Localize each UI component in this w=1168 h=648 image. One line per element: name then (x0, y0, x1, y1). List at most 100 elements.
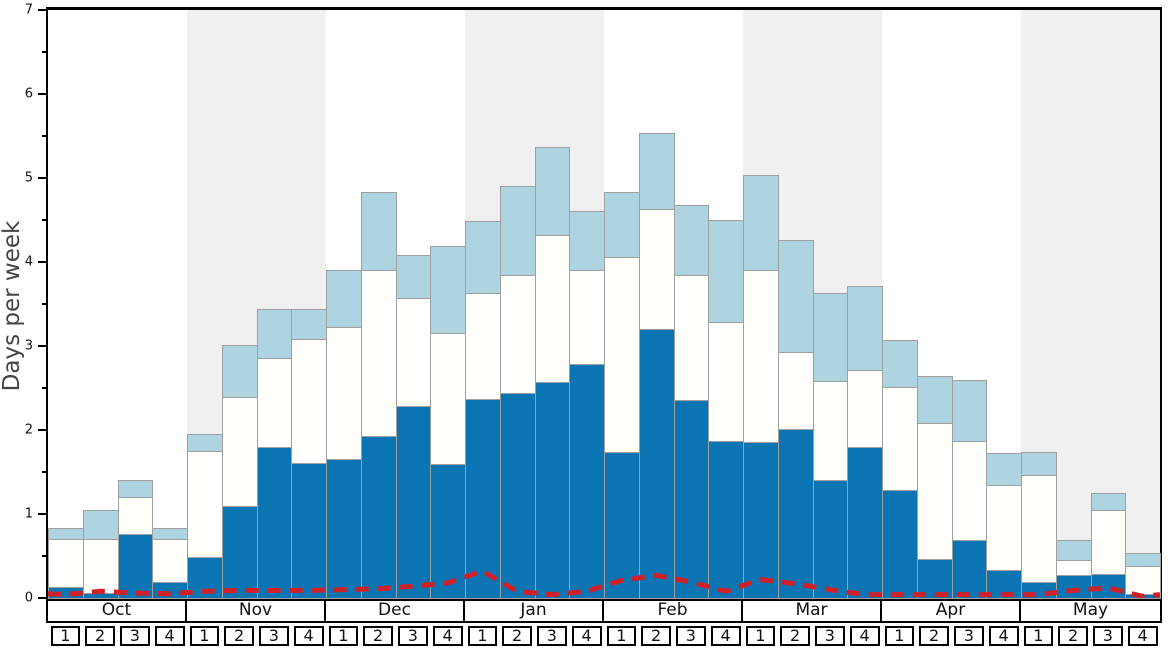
week-cell: 3 (398, 626, 428, 646)
white-segment (117, 497, 154, 536)
light-blue-segment (882, 340, 918, 389)
light-blue-segment (777, 240, 814, 353)
light-blue-segment (951, 380, 988, 442)
y-tick-label: 4 (24, 254, 33, 270)
light-blue-segment (117, 479, 154, 499)
dark-blue-segment (360, 435, 397, 599)
y-minor-tick (42, 387, 46, 389)
dark-blue-segment (743, 441, 779, 599)
week-cell: 1 (884, 626, 915, 646)
light-blue-segment (673, 204, 710, 276)
y-major-tick (38, 177, 46, 179)
dark-blue-segment (708, 440, 744, 599)
week-cell: 3 (537, 626, 567, 646)
light-blue-segment (82, 509, 119, 541)
light-blue-segment (1090, 493, 1127, 511)
week-cell: 3 (120, 626, 150, 646)
white-segment (291, 339, 327, 464)
month-cell-oct: Oct (48, 601, 187, 621)
week-cell: 2 (641, 626, 671, 646)
week-cell: 2 (780, 626, 810, 646)
month-cell-nov: Nov (187, 601, 326, 621)
week-cell: 1 (50, 626, 81, 646)
month-cell-jan: Jan (465, 601, 604, 621)
red-dashed-line-layer (48, 568, 1160, 598)
dark-blue-segment (777, 429, 814, 599)
week-cell: 1 (189, 626, 220, 646)
white-segment (916, 423, 953, 560)
week-cell: 1 (467, 626, 498, 646)
week-cell: 3 (815, 626, 845, 646)
light-blue-segment (534, 146, 571, 237)
y-minor-tick (42, 303, 46, 305)
white-segment (986, 485, 1022, 572)
y-minor-tick (42, 51, 46, 53)
week-cell: 4 (571, 626, 602, 646)
y-major-tick (38, 261, 46, 263)
week-cell: 2 (919, 626, 949, 646)
white-segment (882, 387, 918, 491)
stacked-bars (48, 10, 1161, 599)
light-blue-segment (291, 309, 327, 341)
y-major-tick (38, 9, 46, 11)
week-cell: 2 (363, 626, 393, 646)
y-tick-label: 7 (24, 2, 33, 18)
y-major-tick (38, 597, 46, 599)
y-tick-label: 6 (24, 86, 33, 102)
dark-blue-segment (395, 405, 432, 599)
light-blue-segment (1125, 552, 1161, 568)
week-cell: 2 (224, 626, 254, 646)
dark-blue-segment (117, 534, 154, 599)
y-minor-tick (42, 471, 46, 473)
light-blue-segment (812, 293, 849, 383)
week-cell: 4 (988, 626, 1019, 646)
white-segment (152, 539, 188, 584)
week-cell: 2 (1058, 626, 1088, 646)
dark-blue-segment (569, 363, 605, 599)
y-major-tick (38, 429, 46, 431)
white-segment (708, 321, 744, 442)
week-cell: 4 (1127, 626, 1158, 646)
dark-blue-segment (673, 399, 710, 599)
y-major-tick (38, 93, 46, 95)
week-cell: 2 (85, 626, 115, 646)
light-blue-segment (916, 376, 953, 425)
dark-blue-segment (221, 505, 258, 599)
week-cell: 4 (710, 626, 741, 646)
month-cell-feb: Feb (604, 601, 743, 621)
red-dashed-line (48, 568, 1160, 598)
light-blue-segment (569, 210, 605, 272)
week-cell: 1 (1023, 626, 1054, 646)
y-axis: 0 1 2 3 4 5 6 7 (0, 4, 46, 605)
light-blue-segment (743, 174, 779, 272)
week-cell: 4 (849, 626, 880, 646)
week-cell: 4 (432, 626, 463, 646)
week-cell: 4 (154, 626, 185, 646)
month-cell-may: May (1021, 601, 1160, 621)
white-segment (48, 539, 84, 589)
week-cell: 2 (502, 626, 532, 646)
light-blue-segment (847, 286, 883, 372)
dark-blue-segment (256, 446, 293, 599)
light-blue-segment (1021, 451, 1057, 477)
month-label-row: Oct Nov Dec Jan Feb Mar Apr May (46, 599, 1162, 623)
week-cell: 1 (606, 626, 637, 646)
plot-area (46, 7, 1162, 600)
month-cell-mar: Mar (743, 601, 882, 621)
white-segment (256, 357, 293, 448)
light-blue-segment (395, 255, 432, 300)
y-tick-label: 2 (24, 422, 33, 438)
month-cell-apr: Apr (882, 601, 1021, 621)
week-cell: 3 (954, 626, 984, 646)
week-cell: 3 (1093, 626, 1123, 646)
y-minor-tick (42, 219, 46, 221)
month-cell-dec: Dec (326, 601, 465, 621)
y-tick-label: 3 (24, 338, 33, 354)
y-minor-tick (42, 555, 46, 557)
week-cell: 3 (259, 626, 289, 646)
y-major-tick (38, 513, 46, 515)
week-cell: 1 (328, 626, 359, 646)
light-blue-segment (986, 452, 1022, 487)
y-minor-tick (42, 135, 46, 137)
